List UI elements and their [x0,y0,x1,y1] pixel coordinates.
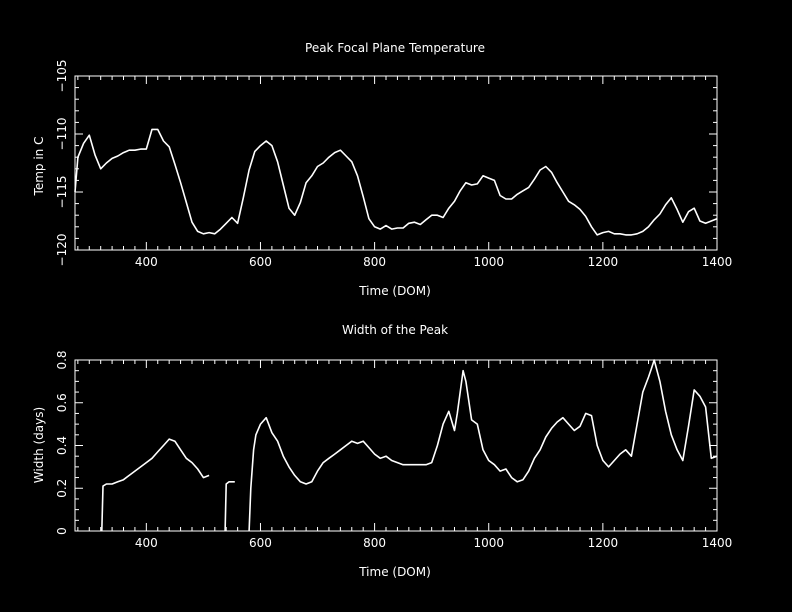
y-tick-label: 0.4 [55,436,69,455]
chart-title: Width of the Peak [342,323,448,337]
y-tick-label: −115 [55,176,69,209]
series-line [224,480,235,532]
x-tick-label: 600 [249,536,272,550]
x-tick-label: 1400 [702,536,733,550]
y-tick-label: −110 [55,118,69,151]
plot-frame [74,75,718,251]
x-tick-label: 400 [135,536,158,550]
series-line [74,128,718,236]
y-tick-label: −105 [55,60,69,93]
series-line [101,438,210,532]
x-tick-label: 400 [135,255,158,269]
x-tick-label: 1400 [702,255,733,269]
y-tick-label: 0.2 [55,479,69,498]
plot-frame [74,359,718,532]
x-tick-label: 1200 [588,255,619,269]
x-tick-label: 1200 [588,536,619,550]
y-tick-label: −120 [55,234,69,267]
x-axis-label: Time (DOM) [358,284,431,298]
x-tick-label: 600 [249,255,272,269]
y-tick-label: 0 [55,527,69,535]
chart-title: Peak Focal Plane Temperature [305,41,485,55]
chart-peak-temperature: Peak Focal Plane Temperature Temp in C T… [32,41,732,298]
x-tick-label: 800 [363,255,386,269]
y-tick-label: 0.6 [55,393,69,412]
x-axis-label: Time (DOM) [358,565,431,579]
y-axis-label: Temp in C [32,137,46,197]
x-tick-label: 800 [363,536,386,550]
chart-peak-width: Width of the Peak Width (days) Time (DOM… [32,323,732,579]
x-tick-label: 1000 [473,536,504,550]
y-axis-label: Width (days) [32,407,46,483]
x-tick-label: 1000 [473,255,504,269]
y-tick-label: 0.8 [55,350,69,369]
series-line [248,359,718,532]
